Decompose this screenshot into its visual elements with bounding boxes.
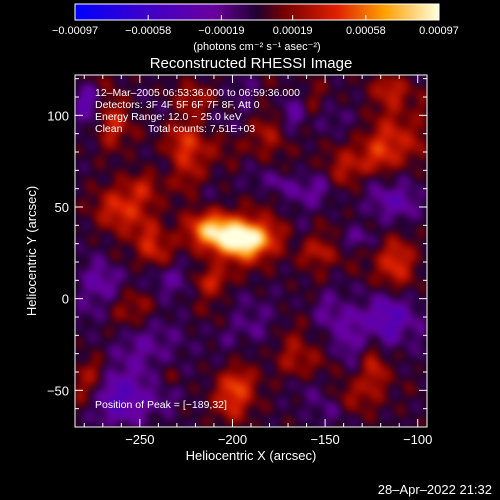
y-tick-label: 50 [55,200,69,215]
annotation-time-range: 12–Mar–2005 06:53:36.000 to 06:59:36.000 [95,87,300,99]
x-tick-label: −100 [403,432,432,447]
y-tick-label: 100 [47,108,69,123]
colorbar-tick-label: 0.00097 [419,25,459,37]
annotation-counts: Total counts: 7.51E+03 [148,123,255,135]
colorbar-tick-label: −0.00097 [52,25,98,37]
colorbar-tick-label: 0.00058 [346,25,386,37]
x-axis-ticks: −250 −200 −150 −100 [83,75,432,447]
colorbar: −0.00097 −0.00058 −0.00019 0.00019 0.00058 0.… [52,3,459,53]
chart-title: Reconstructed RHESSI Image [150,55,353,72]
y-tick-label: 0 [62,292,69,307]
y-axis-ticks: −50 0 50 100 [47,78,427,410]
x-axis-label: Heliocentric X (arcsec) [186,448,317,463]
colorbar-tick-label: 0.00019 [273,25,313,37]
colorbar-ticks: −0.00097 −0.00058 −0.00019 0.00019 0.00058 0.… [52,15,459,37]
colorbar-units: (photons cm⁻² s⁻¹ asec⁻²) [193,41,320,53]
colorbar-gradient [74,3,440,21]
y-axis-label: Heliocentric Y (arcsec) [24,186,39,316]
footer-timestamp: 28–Apr–2022 21:32 [377,482,492,497]
x-tick-label: −150 [310,432,339,447]
annotation-detectors: Detectors: 3F 4F 5F 6F 7F 8F, Att 0 [95,99,260,111]
annotation-block: 12–Mar–2005 06:53:36.000 to 06:59:36.000… [95,87,300,135]
annotation-method: Clean [95,123,123,135]
colorbar-tick-label: −0.00019 [198,25,244,37]
y-tick-label: −50 [47,383,69,398]
annotation-energy: Energy Range: 12.0 − 25.0 keV [95,111,242,123]
x-tick-label: −200 [218,432,247,447]
annotation-peak: Position of Peak = [−189,32] [95,399,227,411]
colorbar-tick-label: −0.00058 [125,25,171,37]
x-tick-label: −250 [125,432,154,447]
